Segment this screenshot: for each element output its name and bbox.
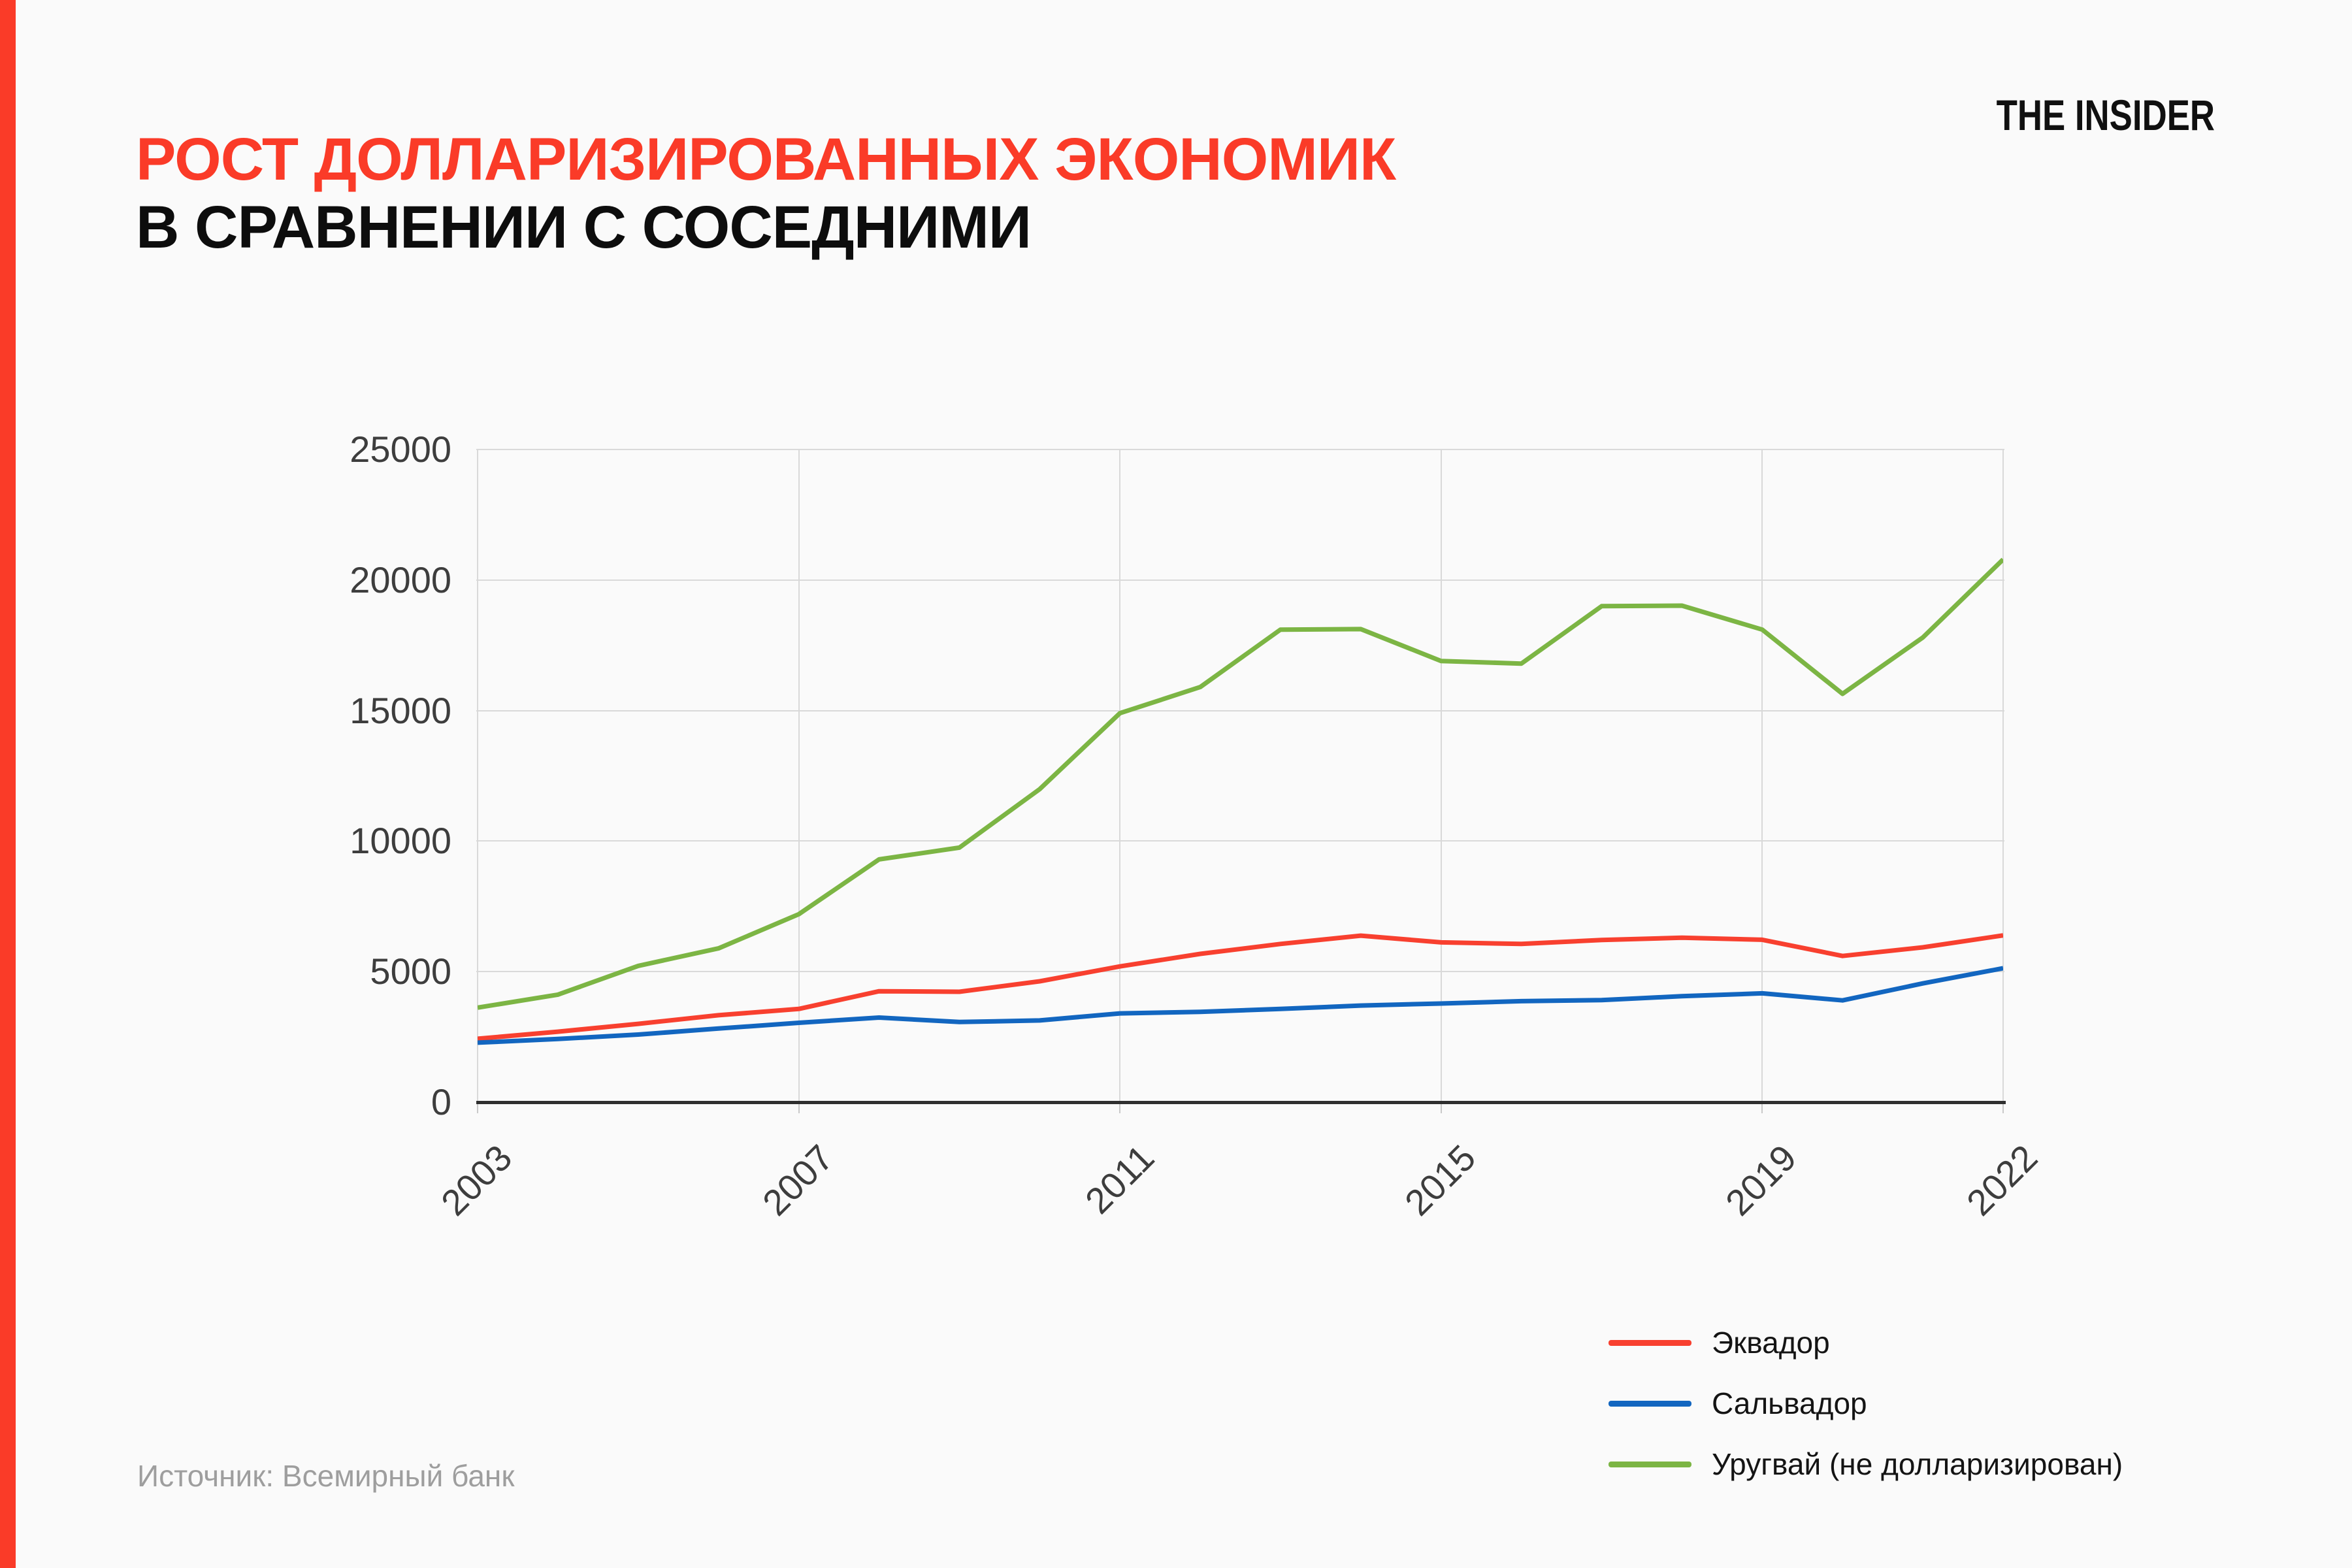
- the-insider-logo: THE INSIDER: [1996, 91, 2215, 139]
- x-tick-mark: [2002, 1104, 2004, 1113]
- gridline-horizontal: [476, 971, 2004, 973]
- y-tick-label: 5000: [370, 951, 451, 992]
- x-tick-mark: [1119, 1104, 1121, 1113]
- y-tick-label: 0: [431, 1081, 451, 1122]
- brand-stripe: [0, 0, 16, 1568]
- legend-swatch-ecuador: [1609, 1339, 1691, 1346]
- gridline-vertical: [477, 449, 478, 1102]
- gridline-horizontal: [476, 449, 2004, 450]
- x-tick-mark: [1440, 1104, 1442, 1113]
- legend-label-salvador: Сальвадор: [1712, 1386, 1867, 1420]
- gridline-vertical: [1440, 449, 1442, 1102]
- legend: Эквадор Сальвадор Уругвай (не долларизир…: [1609, 1326, 2123, 1508]
- legend-label-uruguay: Уругвай (не долларизирован): [1712, 1447, 2123, 1481]
- gridline-horizontal: [476, 710, 2004, 711]
- plot-area: [478, 449, 2003, 1102]
- x-tick-label: 2022: [1958, 1136, 2046, 1224]
- y-tick-label: 15000: [350, 689, 451, 731]
- gridline-horizontal: [476, 579, 2004, 581]
- y-tick-label: 10000: [350, 820, 451, 862]
- series-line-salvador: [478, 966, 2003, 1045]
- x-tick-mark: [798, 1104, 800, 1113]
- gridline-horizontal: [476, 840, 2004, 842]
- x-axis-line: [476, 1101, 2006, 1104]
- line-chart: [478, 557, 2003, 1045]
- x-tick-label: 2007: [754, 1136, 841, 1224]
- y-tick-label: 20000: [350, 559, 451, 600]
- y-tick-label: 25000: [350, 429, 451, 470]
- x-tick-mark: [1761, 1104, 1763, 1113]
- legend-swatch-uruguay: [1609, 1461, 1691, 1467]
- series-line-ecuador: [478, 933, 2003, 1041]
- series-line-uruguay: [478, 557, 2003, 1010]
- legend-item-ecuador: Эквадор: [1609, 1326, 2123, 1360]
- source-note: Источник: Всемирный банк: [137, 1459, 515, 1493]
- gridline-vertical: [2002, 449, 2004, 1102]
- legend-item-uruguay: Уругвай (не долларизирован): [1609, 1447, 2123, 1481]
- chart-title-line1: РОСТ ДОЛЛАРИЗИРОВАННЫХ ЭКОНОМИК: [136, 126, 1396, 193]
- x-tick-label: 2015: [1396, 1136, 1484, 1224]
- gridline-vertical: [1761, 449, 1763, 1102]
- x-tick-label: 2019: [1718, 1136, 1805, 1224]
- gridline-vertical: [798, 449, 800, 1102]
- x-tick-label: 2011: [1077, 1136, 1162, 1222]
- gridline-vertical: [1119, 449, 1121, 1102]
- chart-title-line2: В СРАВНЕНИИ С СОСЕДНИМИ: [136, 194, 1032, 261]
- legend-label-ecuador: Эквадор: [1712, 1326, 1830, 1360]
- x-tick-label: 2003: [433, 1136, 520, 1224]
- legend-swatch-salvador: [1609, 1400, 1691, 1407]
- legend-item-salvador: Сальвадор: [1609, 1386, 2123, 1420]
- x-tick-mark: [477, 1104, 478, 1113]
